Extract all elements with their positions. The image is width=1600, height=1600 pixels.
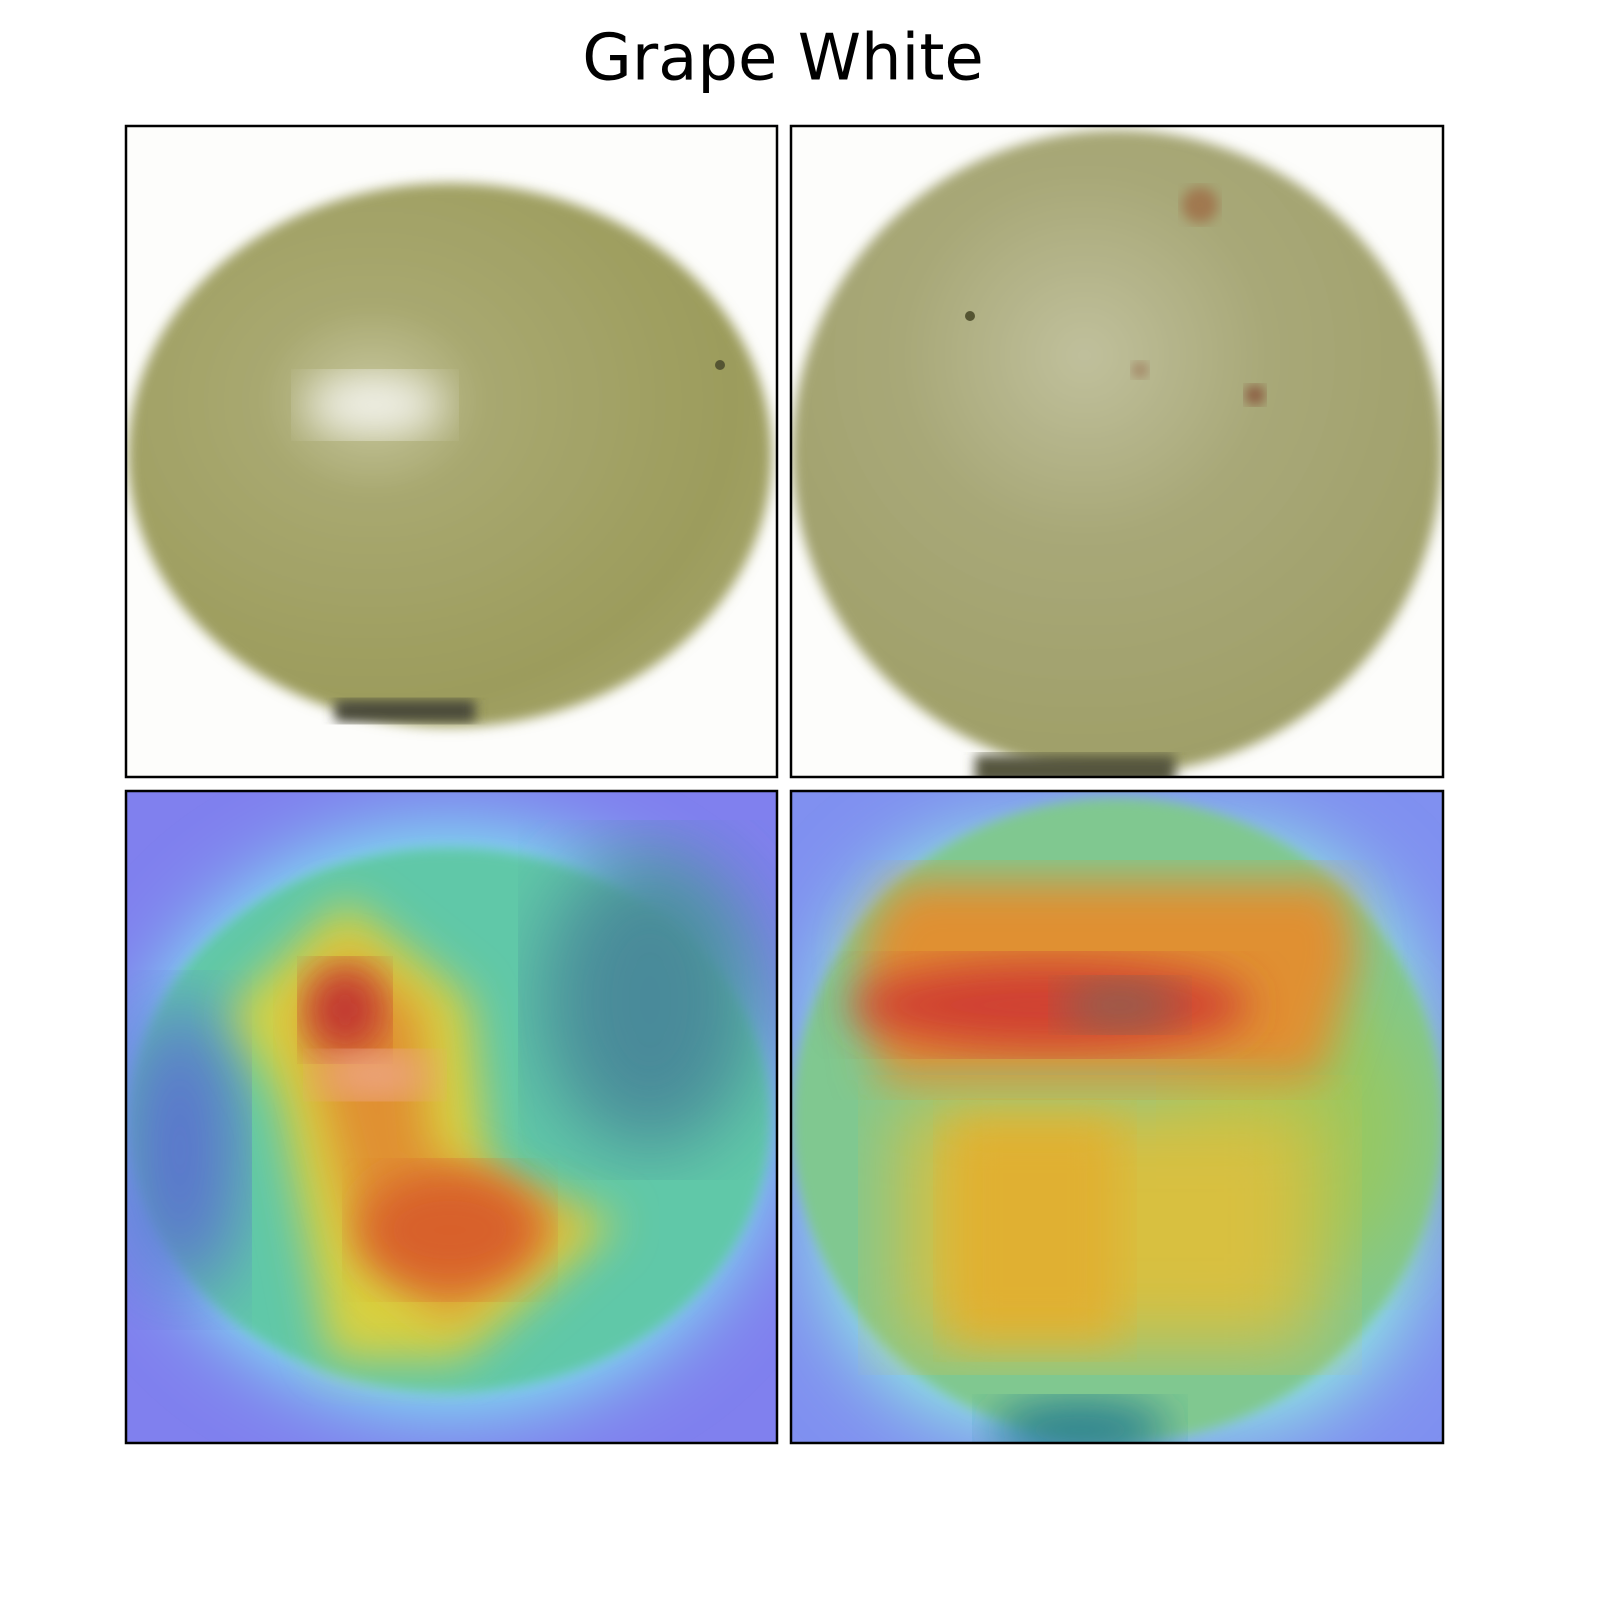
grape-image-2	[791, 126, 1443, 777]
heatmap-image-1	[126, 791, 777, 1443]
heatmap-image-2	[791, 791, 1443, 1443]
panel-frame	[789, 789, 1445, 1445]
panel-frame	[124, 124, 779, 779]
grape-image-1	[126, 126, 777, 777]
panel-frame	[789, 124, 1445, 779]
figure-title: Grape White	[582, 22, 984, 96]
panel-frame	[124, 789, 779, 1445]
